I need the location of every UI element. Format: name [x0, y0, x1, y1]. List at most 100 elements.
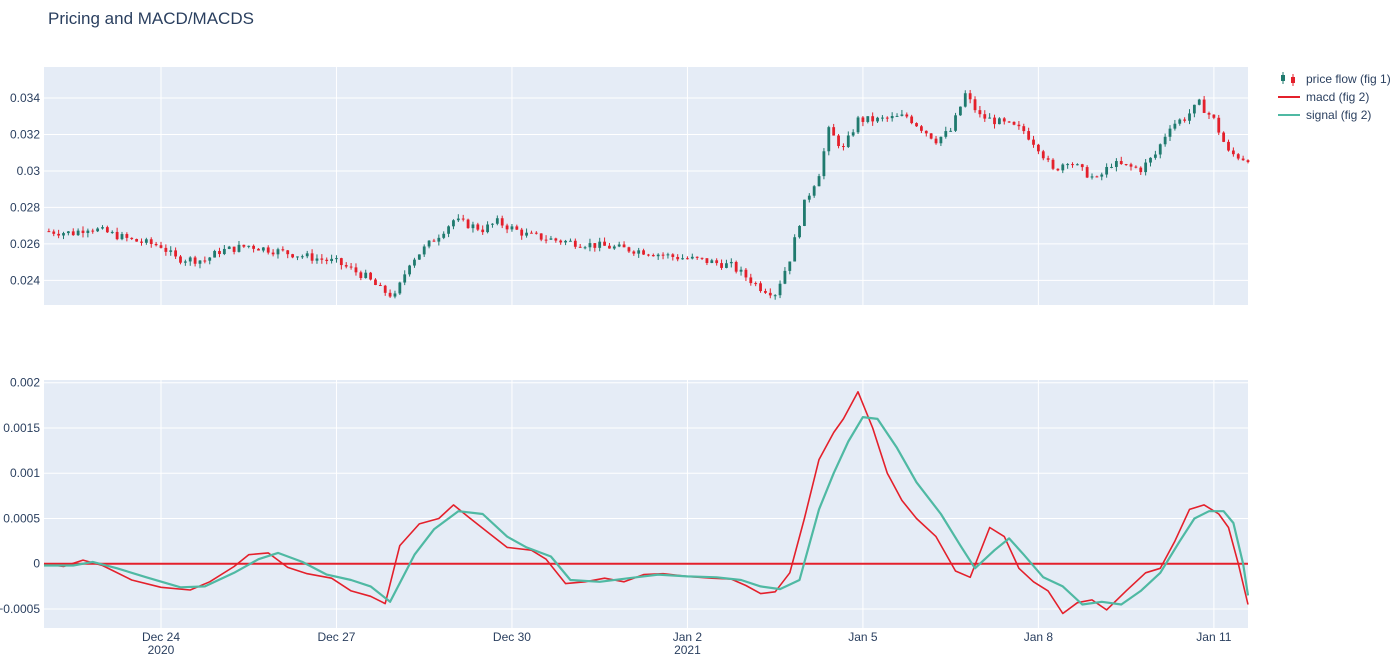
legend-label: macd (fig 2) — [1306, 90, 1369, 104]
candle-body — [1090, 176, 1094, 178]
candle-body — [525, 232, 528, 236]
candle-body — [759, 283, 762, 292]
candle-body — [578, 246, 582, 248]
candle-body — [954, 115, 957, 131]
candle-body — [1178, 119, 1182, 124]
candle-body — [105, 227, 109, 233]
candle-body — [393, 293, 397, 297]
x-tick-label: Jan 8 — [1024, 630, 1054, 644]
candle-body — [842, 146, 845, 148]
candle-body — [729, 261, 733, 264]
legend-label: signal (fig 2) — [1306, 108, 1371, 122]
candle-body — [983, 114, 987, 119]
candle-body — [213, 250, 217, 258]
candle-body — [593, 243, 597, 248]
candle-body — [1192, 104, 1196, 114]
candle-body — [734, 261, 738, 272]
candle-body — [1183, 119, 1187, 121]
candle-body — [52, 231, 56, 234]
candle-body — [1114, 161, 1118, 167]
legend[interactable]: price flow (fig 1) macd (fig 2) signal (fi… — [1278, 72, 1391, 122]
candle-body — [1017, 124, 1021, 127]
candle-body — [978, 110, 982, 115]
legend-item[interactable]: price flow (fig 1) — [1281, 72, 1391, 86]
legend-item[interactable]: macd (fig 2) — [1278, 90, 1369, 104]
candle-body — [300, 256, 304, 258]
macd-y-tick-label: 0.001 — [10, 466, 40, 480]
price-plot-area — [44, 67, 1248, 305]
price-y-tick-label: 0.028 — [10, 200, 40, 214]
candle-body — [388, 292, 392, 297]
candle-body — [398, 282, 402, 294]
candle-body — [1041, 151, 1045, 159]
macd-y-tick-label: 0.002 — [10, 376, 40, 390]
candle-body — [520, 229, 524, 236]
candle-body — [135, 239, 139, 242]
candle-body — [500, 218, 504, 226]
legend-candle-down-body — [1291, 77, 1295, 83]
candle-body — [120, 234, 124, 240]
candle-body — [456, 218, 460, 221]
candle-body — [169, 250, 173, 252]
price-y-tick-label: 0.026 — [10, 237, 40, 251]
candle-body — [486, 224, 489, 233]
candle-body — [885, 117, 889, 119]
x-tick-label: Jan 11 — [1196, 630, 1231, 644]
candle-body — [1217, 117, 1221, 133]
candle-body — [515, 226, 519, 230]
candle-body — [115, 231, 119, 240]
candle-body — [1212, 114, 1216, 118]
candle-body — [588, 243, 592, 248]
candle-body — [690, 256, 694, 259]
candle-body — [822, 151, 826, 177]
candle-body — [832, 127, 836, 136]
candle-body — [505, 225, 509, 230]
candle-body — [1153, 154, 1157, 158]
candle-body — [573, 240, 577, 247]
legend-item[interactable]: signal (fig 2) — [1278, 108, 1371, 122]
candle-body — [944, 131, 948, 137]
candle-body — [700, 257, 704, 259]
candle-body — [866, 116, 870, 122]
candle-body — [101, 227, 104, 229]
candle-body — [417, 254, 421, 260]
candle-body — [476, 224, 480, 230]
candle-body — [554, 238, 558, 241]
candle-body — [1046, 158, 1050, 160]
candle-body — [1066, 164, 1070, 166]
candle-body — [807, 195, 811, 200]
candle-body — [788, 261, 792, 271]
candle-body — [1197, 99, 1201, 105]
candle-body — [549, 238, 553, 240]
candle-body — [1119, 161, 1123, 165]
candle-body — [208, 257, 212, 261]
candle-body — [232, 246, 236, 252]
candle-body — [1032, 139, 1035, 145]
candle-body — [890, 116, 894, 119]
candle-body — [1149, 157, 1152, 163]
candle-body — [861, 117, 865, 122]
candle-body — [369, 272, 372, 280]
x-tick-year-label: 2021 — [674, 643, 701, 657]
candle-body — [846, 135, 850, 147]
candle-body — [339, 258, 343, 266]
candle-body — [1188, 113, 1191, 121]
candle-body — [837, 135, 840, 147]
candle-body — [291, 254, 294, 258]
candle-body — [915, 123, 918, 127]
x-tick-label: Jan 2 — [673, 630, 703, 644]
candle-body — [378, 285, 382, 287]
candle-body — [929, 133, 933, 139]
candle-body — [1110, 166, 1113, 168]
candle-body — [998, 118, 1001, 125]
candle-body — [203, 260, 207, 262]
candle-body — [1124, 164, 1128, 166]
candle-body — [281, 249, 285, 251]
candle-body — [271, 252, 275, 255]
x-tick-label: Dec 24 — [142, 630, 180, 644]
candle-body — [963, 93, 967, 107]
candle-body — [871, 116, 875, 122]
candle-body — [1241, 158, 1245, 161]
candle-body — [817, 176, 821, 187]
candle-body — [310, 253, 314, 261]
